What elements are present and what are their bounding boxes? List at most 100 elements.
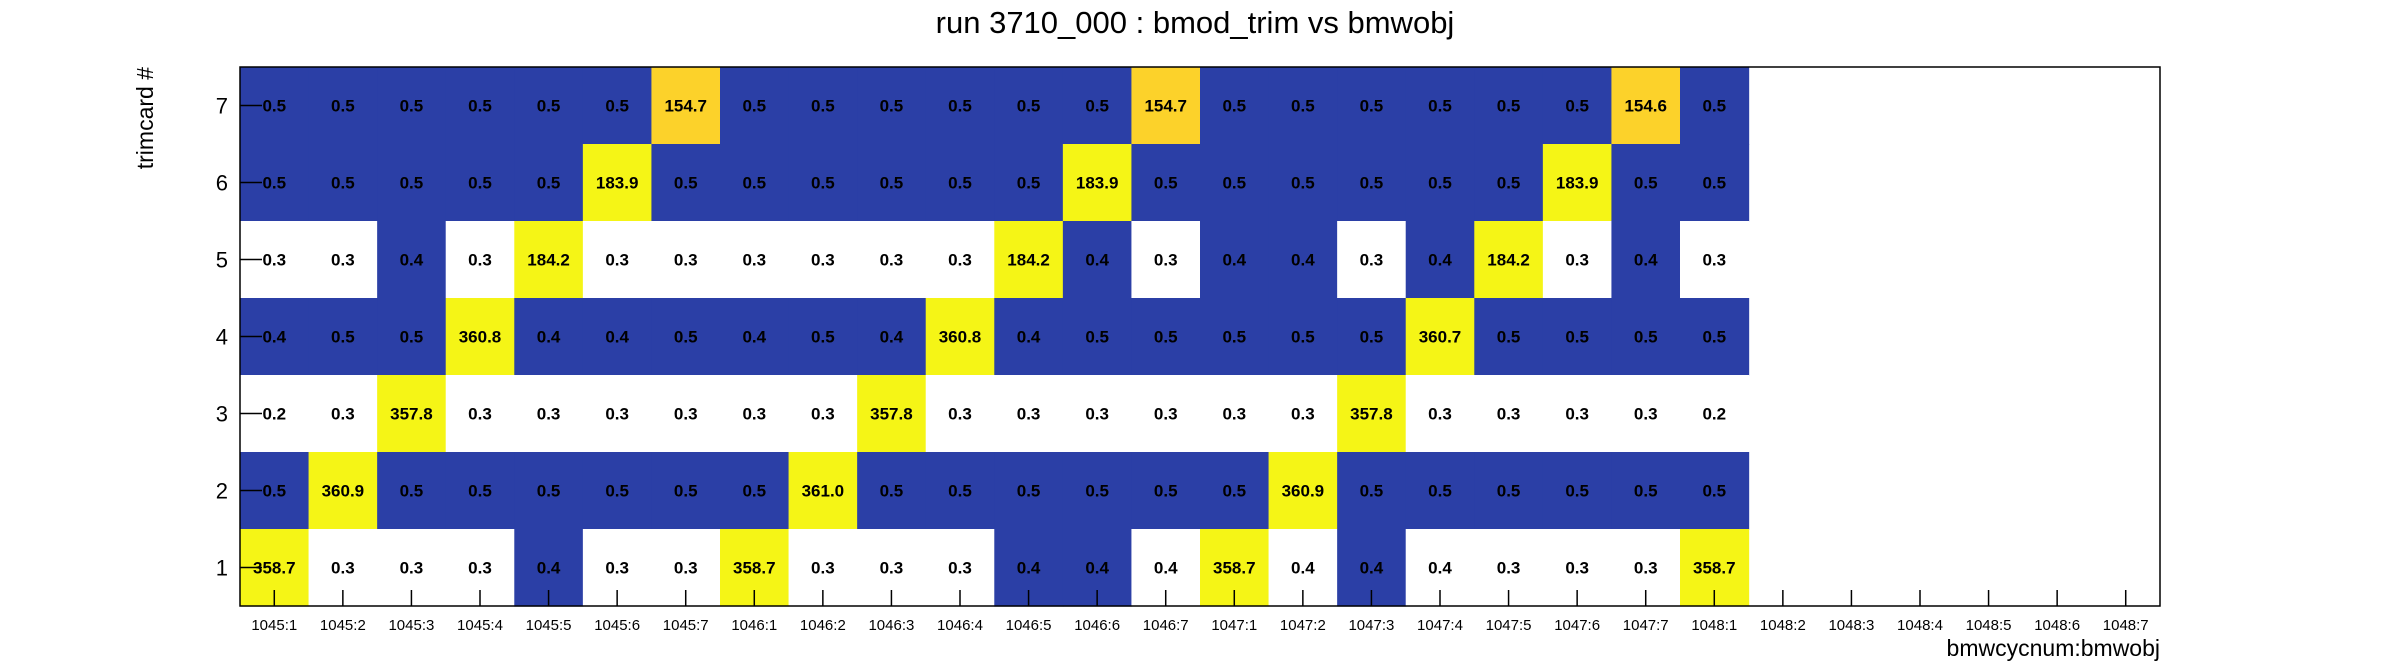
heatmap-cell [1680, 375, 1750, 453]
heatmap-cell [1268, 67, 1338, 145]
cell-value-label: 0.3 [1497, 405, 1521, 424]
heatmap-cell [1542, 298, 1613, 376]
heatmap-cell [445, 221, 515, 299]
cell-value-label: 0.4 [742, 328, 766, 347]
cell-value-label: 0.5 [1291, 328, 1315, 347]
heatmap-cell [1542, 452, 1613, 530]
cell-value-label: 0.5 [537, 174, 561, 193]
cell-value-label: 0.5 [331, 174, 355, 193]
heatmap-cell [582, 144, 653, 222]
heatmap-cell [445, 452, 515, 530]
heatmap-cell [377, 298, 447, 376]
heatmap-cell [1062, 67, 1133, 145]
cell-value-label: 0.3 [1222, 405, 1246, 424]
heatmap-cell [857, 298, 927, 376]
heatmap-cell [720, 144, 790, 222]
heatmap-cell [514, 298, 584, 376]
heatmap-cell [1062, 221, 1133, 299]
cell-value-label: 358.7 [733, 559, 776, 578]
heatmap-cell [1405, 67, 1475, 145]
cell-value-label: 0.5 [742, 97, 766, 116]
cell-value-label: 0.4 [1428, 251, 1452, 270]
y-axis: 7 6 5 4 3 2 1 [216, 94, 262, 581]
heatmap-cell [1680, 221, 1750, 299]
heatmap-cell [1337, 452, 1407, 530]
heatmap-cell [377, 375, 447, 453]
cell-value-label: 154.7 [1144, 97, 1187, 116]
cell-value-label: 0.4 [262, 328, 286, 347]
heatmap-cell [1611, 452, 1681, 530]
heatmap-cell [1474, 221, 1544, 299]
heatmap-cell [788, 375, 858, 453]
cell-value-label: 183.9 [596, 174, 639, 193]
x-tick-label: 1045:6 [594, 617, 640, 634]
heatmap-cell [1062, 375, 1133, 453]
x-axis-title: bmwcycnum:bmwobj [1947, 635, 2160, 661]
cell-value-label: 0.5 [674, 174, 698, 193]
x-tick-label: 1046:2 [800, 617, 846, 634]
cell-value-label: 0.4 [537, 328, 561, 347]
x-tick-label: 1045:4 [457, 617, 503, 634]
y-tick-label: 7 [216, 94, 228, 119]
heatmap-cell [857, 144, 927, 222]
cell-value-label: 0.5 [811, 97, 835, 116]
cell-value-label: 0.5 [400, 97, 424, 116]
cell-value-label: 0.3 [948, 559, 972, 578]
cell-value-label: 0.5 [1497, 482, 1521, 501]
cell-value-label: 154.7 [664, 97, 707, 116]
cell-value-label: 0.5 [1360, 482, 1384, 501]
cell-value-label: 0.4 [1222, 251, 1246, 270]
heatmap-cell [788, 452, 858, 530]
cell-value-label: 0.5 [1702, 328, 1726, 347]
heatmap-cell [1611, 221, 1681, 299]
heatmap-cell [1474, 375, 1544, 453]
cell-value-label: 0.3 [1634, 559, 1658, 578]
x-tick-label: 1045:2 [320, 617, 366, 634]
heatmap-cell [1542, 144, 1613, 222]
cell-value-label: 361.0 [802, 482, 845, 501]
x-tick-label: 1045:3 [388, 617, 434, 634]
cell-value-label: 0.5 [674, 482, 698, 501]
heatmap-cell [582, 375, 653, 453]
heatmap-cell [1474, 67, 1544, 145]
cell-value-label: 0.3 [811, 251, 835, 270]
cell-value-label: 358.7 [253, 559, 296, 578]
x-tick-label: 1047:5 [1486, 617, 1532, 634]
heatmap-cell [994, 375, 1064, 453]
cell-value-label: 0.5 [537, 482, 561, 501]
x-tick-label: 1048:4 [1897, 617, 1943, 634]
heatmap-cell [1268, 221, 1338, 299]
cell-value-label: 0.4 [1017, 559, 1041, 578]
heatmap-cell [308, 452, 378, 530]
cell-value-label: 183.9 [1076, 174, 1119, 193]
cell-value-label: 0.5 [1291, 97, 1315, 116]
cell-value-label: 0.3 [262, 251, 286, 270]
x-tick-label: 1048:3 [1828, 617, 1874, 634]
x-tick-label: 1047:1 [1211, 617, 1257, 634]
x-tick-label: 1046:7 [1143, 617, 1189, 634]
heatmap-cell [1268, 452, 1338, 530]
heatmap-cell [720, 452, 790, 530]
cell-value-label: 184.2 [1007, 251, 1050, 270]
cell-value-label: 0.5 [1428, 97, 1452, 116]
x-tick-label: 1047:7 [1623, 617, 1669, 634]
cell-value-label: 0.5 [1222, 174, 1246, 193]
cell-value-label: 0.4 [1634, 251, 1658, 270]
cell-value-label: 0.5 [742, 174, 766, 193]
cell-value-label: 0.3 [1291, 405, 1315, 424]
cell-value-label: 0.5 [1428, 174, 1452, 193]
heatmap-cell [720, 221, 790, 299]
heatmap-cell [994, 67, 1064, 145]
heatmap-cell [788, 298, 858, 376]
cell-value-label: 0.5 [1360, 97, 1384, 116]
heatmap-cell [788, 221, 858, 299]
cell-value-label: 0.5 [1017, 482, 1041, 501]
cell-value-label: 0.3 [1360, 251, 1384, 270]
cell-value-label: 0.3 [811, 559, 835, 578]
heatmap-cell [1200, 298, 1270, 376]
cell-value-label: 0.4 [605, 328, 629, 347]
heatmap-cell [1542, 221, 1613, 299]
heatmap-cell [377, 221, 447, 299]
cell-value-label: 0.5 [468, 482, 492, 501]
